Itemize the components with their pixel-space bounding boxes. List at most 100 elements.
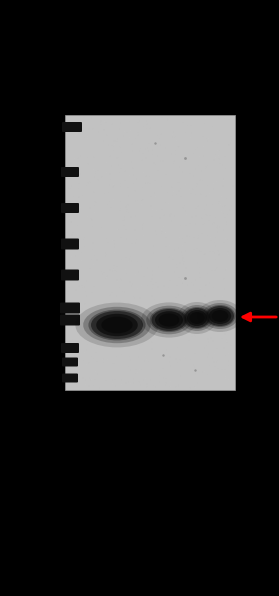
Point xyxy=(206,231,210,240)
Point xyxy=(81,154,86,163)
Point xyxy=(214,304,218,313)
Point xyxy=(160,202,165,212)
Point xyxy=(122,287,127,297)
Point xyxy=(202,222,206,232)
Point xyxy=(77,192,81,201)
Point xyxy=(176,380,181,389)
Point xyxy=(113,326,117,336)
Ellipse shape xyxy=(198,300,242,332)
Point xyxy=(134,257,139,266)
Point xyxy=(73,351,77,361)
Point xyxy=(216,198,220,207)
Point xyxy=(182,201,187,210)
Point xyxy=(75,306,80,316)
Point xyxy=(139,144,144,153)
Point xyxy=(82,282,86,291)
Point xyxy=(229,357,233,367)
Point xyxy=(202,206,206,215)
Point xyxy=(197,325,201,334)
Point xyxy=(80,281,84,290)
Point xyxy=(73,126,78,136)
Point xyxy=(173,358,177,368)
Point xyxy=(137,377,141,387)
Point xyxy=(89,214,93,224)
Point xyxy=(76,184,81,193)
Point xyxy=(108,294,112,303)
Point xyxy=(98,306,103,316)
Point xyxy=(129,284,133,294)
Point xyxy=(75,176,79,186)
Point xyxy=(102,125,106,135)
Point xyxy=(184,252,188,262)
Point xyxy=(90,271,95,281)
Point xyxy=(195,143,199,153)
Point xyxy=(205,256,209,266)
Point xyxy=(86,324,91,333)
Point xyxy=(175,358,179,367)
Point xyxy=(195,378,200,388)
Point xyxy=(175,292,179,302)
Point xyxy=(213,237,218,247)
Point xyxy=(182,136,187,145)
Point xyxy=(217,249,222,259)
Point xyxy=(83,241,87,251)
Point xyxy=(226,332,230,342)
Point xyxy=(210,266,215,275)
Point xyxy=(73,120,77,129)
Point xyxy=(149,156,153,165)
Point xyxy=(115,277,119,287)
Point xyxy=(79,299,83,309)
Point xyxy=(174,162,178,172)
Point xyxy=(118,142,122,152)
Point xyxy=(152,226,157,236)
Point xyxy=(177,142,181,151)
Point xyxy=(155,140,160,150)
Point xyxy=(201,316,206,326)
Point xyxy=(117,334,121,343)
Point xyxy=(184,221,188,231)
Point xyxy=(146,378,151,387)
Point xyxy=(152,294,157,304)
Point xyxy=(66,141,70,150)
Point xyxy=(181,164,185,173)
Point xyxy=(134,174,139,184)
Point xyxy=(149,201,153,211)
Point xyxy=(164,312,168,321)
Point xyxy=(198,287,202,297)
Point xyxy=(200,367,205,377)
Point xyxy=(209,233,214,243)
Point xyxy=(151,377,155,386)
Point xyxy=(121,131,126,141)
Point xyxy=(193,145,198,154)
Point xyxy=(128,186,132,195)
Point xyxy=(92,347,96,357)
Point xyxy=(115,275,119,285)
Point xyxy=(212,349,217,359)
Point xyxy=(189,121,193,131)
Point xyxy=(164,376,169,386)
Point xyxy=(115,262,119,271)
Point xyxy=(104,182,109,192)
Point xyxy=(156,282,160,291)
Point xyxy=(221,364,225,374)
Point xyxy=(214,177,218,187)
Point xyxy=(173,244,177,254)
Point xyxy=(154,188,158,198)
Point xyxy=(105,238,109,247)
Point xyxy=(186,203,190,213)
Point xyxy=(223,372,228,381)
Point xyxy=(110,226,115,236)
Point xyxy=(97,134,101,143)
Point xyxy=(107,306,112,316)
Point xyxy=(128,175,133,184)
Point xyxy=(170,132,175,141)
Point xyxy=(79,191,83,200)
Point xyxy=(111,344,116,354)
Point xyxy=(92,258,97,268)
Point xyxy=(115,383,119,392)
Point xyxy=(126,297,130,307)
Point xyxy=(81,257,85,267)
Point xyxy=(163,308,168,318)
Point xyxy=(89,113,93,123)
Point xyxy=(104,375,108,385)
